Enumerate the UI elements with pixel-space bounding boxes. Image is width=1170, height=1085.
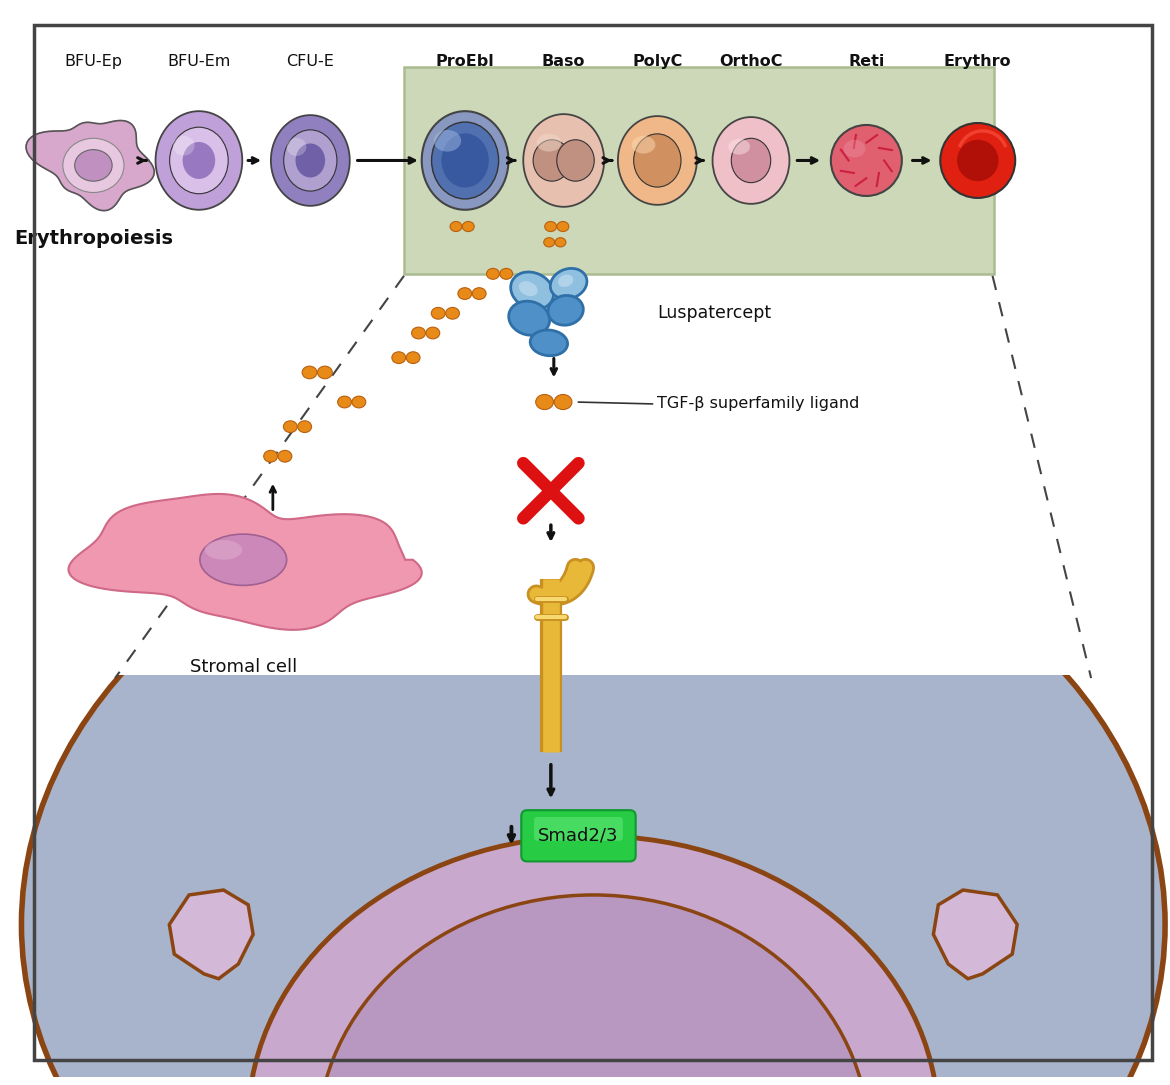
Ellipse shape — [271, 115, 350, 206]
Text: BFU-Em: BFU-Em — [167, 54, 230, 69]
Ellipse shape — [183, 142, 215, 179]
Ellipse shape — [550, 268, 587, 299]
Ellipse shape — [510, 272, 553, 309]
Ellipse shape — [530, 330, 567, 356]
Ellipse shape — [555, 238, 566, 247]
Ellipse shape — [248, 835, 938, 1085]
Ellipse shape — [555, 395, 572, 409]
Ellipse shape — [75, 150, 112, 181]
Bar — [35, 26, 1151, 675]
Ellipse shape — [278, 450, 291, 462]
Ellipse shape — [21, 481, 1165, 1085]
Ellipse shape — [713, 117, 790, 204]
Ellipse shape — [728, 139, 750, 154]
Ellipse shape — [537, 133, 562, 152]
Text: Smad2/3: Smad2/3 — [538, 827, 619, 845]
Ellipse shape — [432, 122, 498, 199]
Ellipse shape — [500, 268, 512, 279]
Ellipse shape — [457, 288, 472, 299]
Ellipse shape — [173, 136, 194, 155]
Ellipse shape — [634, 133, 681, 187]
Ellipse shape — [557, 140, 594, 181]
Text: Erythro: Erythro — [944, 54, 1012, 69]
Text: Baso: Baso — [542, 54, 585, 69]
Ellipse shape — [156, 111, 242, 209]
Ellipse shape — [287, 138, 307, 156]
Ellipse shape — [441, 133, 489, 188]
Ellipse shape — [352, 396, 366, 408]
Ellipse shape — [317, 895, 869, 1085]
Ellipse shape — [536, 395, 553, 409]
Ellipse shape — [544, 238, 555, 247]
Text: PolyC: PolyC — [632, 54, 682, 69]
Text: TGF-β superfamily ligand: TGF-β superfamily ligand — [658, 396, 860, 411]
Polygon shape — [170, 890, 253, 979]
Polygon shape — [69, 494, 421, 629]
Polygon shape — [934, 890, 1017, 979]
Ellipse shape — [831, 125, 902, 196]
Text: BFU-Ep: BFU-Ep — [64, 54, 123, 69]
Ellipse shape — [618, 116, 697, 205]
Ellipse shape — [283, 130, 337, 191]
Ellipse shape — [283, 421, 297, 433]
FancyBboxPatch shape — [522, 810, 635, 861]
Ellipse shape — [450, 221, 462, 231]
Ellipse shape — [523, 114, 604, 207]
Bar — [404, 67, 993, 273]
Text: Erythropoiesis: Erythropoiesis — [14, 230, 173, 248]
Ellipse shape — [338, 396, 351, 408]
Text: Luspatercept: Luspatercept — [658, 304, 771, 322]
Text: OrthoC: OrthoC — [720, 54, 783, 69]
Ellipse shape — [412, 328, 426, 339]
Ellipse shape — [941, 123, 1016, 197]
Polygon shape — [26, 120, 154, 210]
Ellipse shape — [406, 352, 420, 363]
Ellipse shape — [446, 307, 460, 319]
Ellipse shape — [205, 540, 242, 560]
Text: ProEbl: ProEbl — [435, 54, 495, 69]
Ellipse shape — [200, 534, 287, 586]
Ellipse shape — [298, 421, 311, 433]
Text: Reti: Reti — [848, 54, 885, 69]
FancyBboxPatch shape — [534, 817, 622, 841]
Ellipse shape — [731, 138, 771, 182]
Text: Stromal cell: Stromal cell — [190, 659, 297, 676]
Ellipse shape — [548, 295, 584, 326]
Ellipse shape — [462, 221, 474, 231]
Ellipse shape — [518, 281, 537, 296]
Ellipse shape — [487, 268, 500, 279]
Ellipse shape — [170, 127, 228, 194]
Ellipse shape — [317, 366, 332, 379]
Ellipse shape — [534, 140, 571, 181]
Ellipse shape — [421, 111, 509, 209]
Ellipse shape — [558, 275, 573, 286]
Ellipse shape — [434, 130, 461, 152]
Ellipse shape — [632, 136, 655, 154]
Ellipse shape — [296, 143, 325, 178]
Ellipse shape — [392, 352, 406, 363]
Ellipse shape — [473, 288, 486, 299]
Ellipse shape — [557, 221, 569, 231]
Ellipse shape — [63, 138, 124, 192]
Ellipse shape — [957, 140, 998, 181]
Ellipse shape — [302, 366, 317, 379]
Ellipse shape — [545, 221, 557, 231]
Ellipse shape — [844, 140, 866, 157]
Text: CFU-E: CFU-E — [287, 54, 335, 69]
Ellipse shape — [426, 328, 440, 339]
Ellipse shape — [432, 307, 445, 319]
Ellipse shape — [509, 302, 550, 335]
Ellipse shape — [263, 450, 277, 462]
